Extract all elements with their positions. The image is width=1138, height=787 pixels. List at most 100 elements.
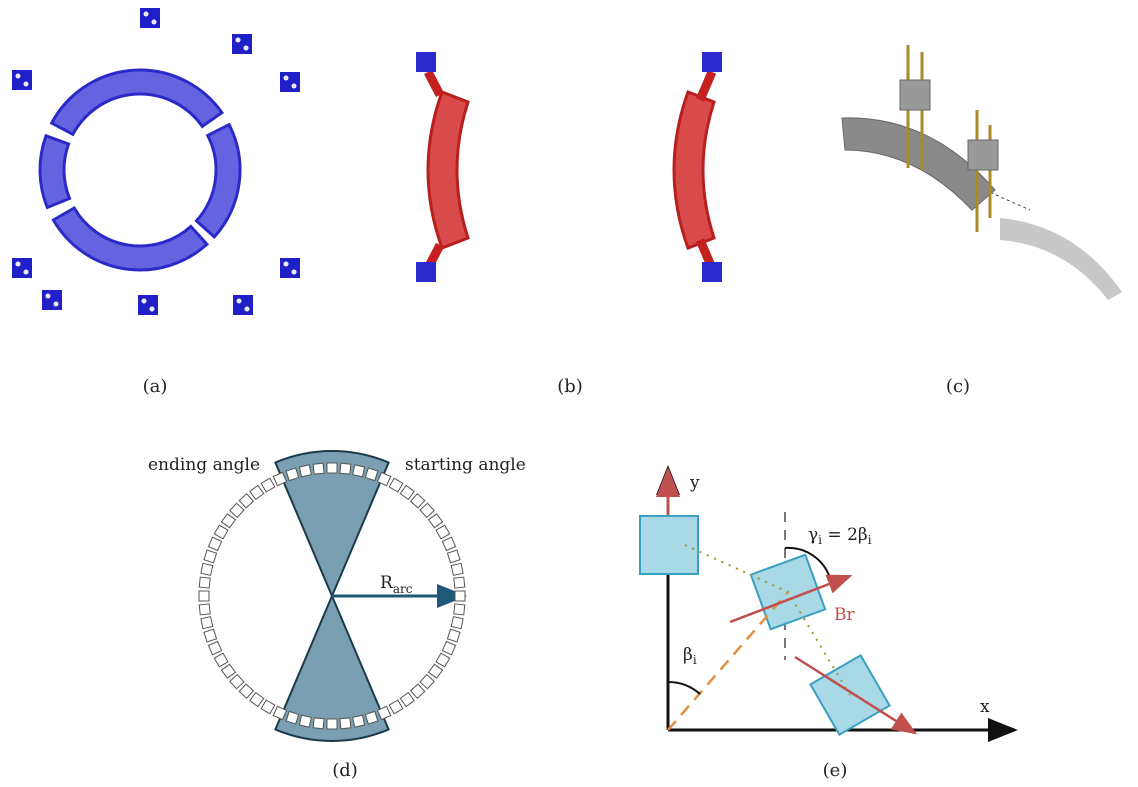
slot: [204, 629, 217, 642]
screw: [244, 46, 249, 51]
slot: [250, 485, 264, 499]
screw: [16, 74, 21, 79]
clamp: [42, 290, 62, 310]
clamp: [900, 80, 930, 110]
screw: [152, 20, 157, 25]
y-axis-label: y: [689, 473, 700, 493]
br-label: Br: [834, 605, 855, 625]
slot: [340, 718, 351, 729]
slot: [208, 537, 221, 550]
panel-label: (c): [946, 376, 970, 397]
slot: [250, 693, 264, 707]
slot: [239, 684, 253, 698]
symbol: β: [683, 645, 693, 665]
slot: [201, 617, 213, 629]
slot: [411, 684, 425, 698]
subscript: arc: [393, 582, 413, 596]
subscript: i: [868, 533, 872, 547]
screw: [284, 262, 289, 267]
faded-segment: [1000, 218, 1122, 300]
panel-b: [416, 52, 722, 282]
clamp: [12, 258, 32, 278]
subscript: i: [693, 653, 697, 667]
slot: [442, 537, 455, 550]
slot: [420, 675, 434, 689]
red-segment: [674, 92, 714, 248]
slot: [389, 478, 403, 492]
slot: [436, 525, 450, 539]
panel-e: y x γi = 2βi Br βi: [640, 468, 1015, 735]
slot: [340, 463, 351, 474]
slot: [199, 591, 209, 601]
clamp: [140, 8, 160, 28]
screw: [245, 307, 250, 312]
slot: [454, 604, 465, 615]
screw: [284, 76, 289, 81]
screw: [236, 38, 241, 43]
clamp: [702, 262, 722, 282]
panel-c: [842, 45, 1122, 300]
screw: [54, 302, 59, 307]
clamp: [968, 140, 998, 170]
screw: [142, 299, 147, 304]
slot: [199, 604, 210, 615]
radius-label: Rarc: [380, 573, 413, 596]
slot: [214, 525, 228, 539]
screw: [16, 262, 21, 267]
screw: [292, 84, 297, 89]
slot: [214, 653, 228, 667]
ending-angle: ending angle: [148, 455, 260, 475]
slot: [327, 719, 337, 729]
beta-arc: [668, 682, 700, 694]
slot: [451, 563, 463, 575]
slot: [230, 503, 244, 517]
slot: [201, 563, 213, 575]
screw: [46, 294, 51, 299]
symbol: γ: [808, 525, 818, 545]
slot: [442, 641, 455, 654]
panel-label: (e): [823, 760, 848, 781]
slot: [230, 675, 244, 689]
red-segment: [428, 92, 468, 248]
slot: [447, 629, 460, 642]
slot: [199, 577, 210, 588]
slot: [261, 700, 275, 714]
slot: [455, 591, 465, 601]
clamp: [138, 295, 158, 315]
rhs: = 2β: [822, 525, 868, 545]
slot: [221, 514, 235, 528]
clamp: [280, 72, 300, 92]
slot: [313, 718, 324, 729]
slot: [400, 693, 414, 707]
magnet: [640, 516, 698, 574]
slot: [208, 641, 221, 654]
panel-label: (d): [332, 760, 358, 781]
screw: [144, 12, 149, 17]
screw: [24, 82, 29, 87]
panel-label: (b): [557, 376, 583, 397]
clamp: [233, 295, 253, 315]
slot: [299, 715, 311, 727]
slot: [313, 463, 324, 474]
panel-a: [12, 8, 300, 315]
slot: [420, 503, 434, 517]
blue-segment: [53, 208, 207, 270]
slot: [436, 653, 450, 667]
slot: [204, 550, 217, 563]
slot: [429, 664, 443, 678]
slot: [389, 700, 403, 714]
clamp: [232, 34, 252, 54]
panel-label: (a): [143, 376, 168, 397]
slot: [353, 465, 365, 477]
panel-d: ending angle starting angle Rarc: [148, 451, 526, 741]
slot: [221, 664, 235, 678]
slot: [451, 617, 463, 629]
slot: [353, 715, 365, 727]
screw: [150, 307, 155, 312]
slot: [261, 478, 275, 492]
slot: [299, 465, 311, 477]
slot: [411, 494, 425, 508]
x-axis-label: x: [980, 697, 990, 717]
clamp: [702, 52, 722, 72]
slot: [239, 494, 253, 508]
